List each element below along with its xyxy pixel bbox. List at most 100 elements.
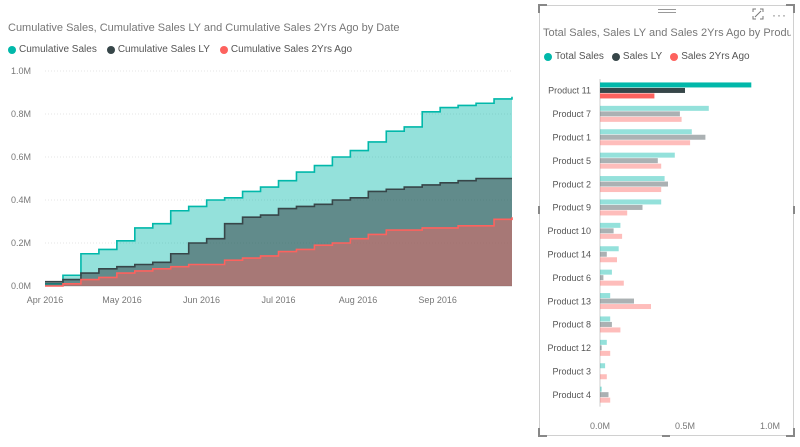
y-tick-label: 0.6M xyxy=(11,152,31,162)
y-tick-label: 0.4M xyxy=(11,195,31,205)
category-label[interactable]: Product 13 xyxy=(547,296,591,306)
series-area-1[interactable] xyxy=(45,178,512,287)
resize-handle[interactable] xyxy=(538,206,540,214)
category-label[interactable]: Product 3 xyxy=(552,367,591,377)
legend-item-cumulative-sales[interactable]: Cumulative Sales xyxy=(8,44,97,55)
category-label[interactable]: Product 11 xyxy=(548,86,591,96)
y-tick-label: 0.2M xyxy=(11,238,31,248)
legend-dot-icon xyxy=(611,52,620,61)
bar-product-11-0[interactable] xyxy=(600,82,752,88)
category-label[interactable]: Product 10 xyxy=(547,226,591,236)
bar-product-13-1[interactable] xyxy=(600,298,634,304)
cumulative-sales-visual[interactable]: Cumulative Sales, Cumulative Sales LY an… xyxy=(0,0,530,447)
category-label[interactable]: Product 6 xyxy=(552,273,591,283)
bar-product-5-2[interactable] xyxy=(600,163,662,169)
more-options-icon[interactable]: ··· xyxy=(772,8,787,22)
bar-product-5-0[interactable] xyxy=(600,152,675,158)
x-tick-label: Aug 2016 xyxy=(339,295,378,305)
legend-dot-icon xyxy=(670,52,679,61)
legend-label: Sales LY xyxy=(622,51,663,62)
resize-handle[interactable] xyxy=(786,428,795,437)
bar-product-13-2[interactable] xyxy=(600,304,651,310)
resize-handle[interactable] xyxy=(786,4,795,13)
category-label[interactable]: Product 2 xyxy=(552,179,591,189)
bar-product-12-0[interactable] xyxy=(600,339,607,345)
bar-product-6-0[interactable] xyxy=(600,269,612,275)
bar-product-8-1[interactable] xyxy=(600,321,612,327)
bar-product-9-1[interactable] xyxy=(600,204,643,210)
x-tick-label: Apr 2016 xyxy=(27,295,64,305)
legend-dot-icon xyxy=(106,45,115,54)
bar-product-5-1[interactable] xyxy=(600,158,658,164)
bar-product-4-2[interactable] xyxy=(600,397,611,403)
bar-product-12-1[interactable] xyxy=(600,345,602,351)
category-label[interactable]: Product 9 xyxy=(552,203,591,213)
category-label[interactable]: Product 1 xyxy=(552,133,591,143)
bar-product-3-0[interactable] xyxy=(600,363,606,369)
legend-label: Cumulative Sales xyxy=(19,44,97,55)
area-chart[interactable]: 0.0M 0.2M 0.4M 0.6M 0.8M 1.0M Apr 2016 May 2016… xyxy=(0,0,530,447)
legend-item-sales-ly[interactable]: Sales LY xyxy=(611,51,663,62)
category-label[interactable]: Product 7 xyxy=(552,109,591,119)
resize-handle[interactable] xyxy=(662,435,670,437)
bar-product-12-2[interactable] xyxy=(600,350,611,356)
visual-title: Total Sales, Sales LY and Sales 2Yrs Ago… xyxy=(543,27,791,39)
bar-product-14-0[interactable] xyxy=(600,246,619,252)
y-tick-label: 1.0M xyxy=(11,66,31,76)
bar-product-13-0[interactable] xyxy=(600,293,611,299)
category-label[interactable]: Product 12 xyxy=(547,343,591,353)
bar-product-6-2[interactable] xyxy=(600,280,624,286)
legend-item-sales-2yrs-ago[interactable]: Sales 2Yrs Ago xyxy=(670,51,750,62)
category-label[interactable]: Product 14 xyxy=(547,250,591,260)
legend-item-total-sales[interactable]: Total Sales xyxy=(544,51,604,62)
series-line-1[interactable] xyxy=(45,177,512,283)
product-sales-visual[interactable]: ··· Total Sales, Sales LY and Sales 2Yrs… xyxy=(538,4,795,437)
x-tick-label: 0.5M xyxy=(675,421,695,431)
resize-handle[interactable] xyxy=(793,206,795,214)
bar-product-10-1[interactable] xyxy=(600,228,614,234)
visual-title: Cumulative Sales, Cumulative Sales LY an… xyxy=(8,22,400,34)
bar-product-11-2[interactable] xyxy=(600,93,655,99)
x-tick-label: Sep 2016 xyxy=(418,295,457,305)
bar-product-10-0[interactable] xyxy=(600,222,621,228)
bar-product-8-0[interactable] xyxy=(600,316,611,322)
category-label[interactable]: Product 8 xyxy=(552,320,591,330)
bar-product-7-2[interactable] xyxy=(600,116,682,122)
bar-product-1-1[interactable] xyxy=(600,134,706,140)
resize-handle[interactable] xyxy=(538,4,547,13)
focus-mode-icon[interactable] xyxy=(752,8,764,23)
legend-item-cumulative-sales-2yrs-ago[interactable]: Cumulative Sales 2Yrs Ago xyxy=(219,44,353,55)
series-line-2[interactable] xyxy=(45,217,513,287)
bar-product-2-1[interactable] xyxy=(600,181,668,187)
bar-product-9-0[interactable] xyxy=(600,199,662,205)
bar-product-11-1[interactable] xyxy=(600,87,685,93)
series-line-0[interactable] xyxy=(45,96,513,285)
legend-dot-icon xyxy=(219,45,228,54)
bar-product-7-1[interactable] xyxy=(600,111,680,117)
bar-product-14-1[interactable] xyxy=(600,251,607,257)
legend-dot-icon xyxy=(544,52,552,61)
bar-product-8-2[interactable] xyxy=(600,327,621,333)
drag-grip-icon[interactable] xyxy=(658,9,676,15)
bar-product-10-2[interactable] xyxy=(600,233,623,239)
bar-product-1-2[interactable] xyxy=(600,140,691,146)
bar-product-2-0[interactable] xyxy=(600,176,665,182)
resize-handle[interactable] xyxy=(538,428,547,437)
bar-product-6-1[interactable] xyxy=(600,275,604,281)
bar-product-2-2[interactable] xyxy=(600,187,662,193)
legend-item-cumulative-sales-ly[interactable]: Cumulative Sales LY xyxy=(106,44,210,55)
x-tick-label: 0.0M xyxy=(590,421,610,431)
legend-label: Cumulative Sales 2Yrs Ago xyxy=(230,44,353,55)
bar-product-7-0[interactable] xyxy=(600,105,709,111)
category-label[interactable]: Product 5 xyxy=(552,156,591,166)
bar-product-4-0[interactable] xyxy=(600,386,602,392)
bar-product-3-2[interactable] xyxy=(600,374,607,380)
bar-product-14-2[interactable] xyxy=(600,257,617,263)
bar-chart[interactable]: Product 11 Product 7 Product 1 Product 5 Pro… xyxy=(540,6,793,435)
x-tick-label: May 2016 xyxy=(102,295,142,305)
bar-product-9-2[interactable] xyxy=(600,210,628,216)
category-label[interactable]: Product 4 xyxy=(552,390,591,400)
chart-legend: Total Sales Sales LY Sales 2Yrs Ago xyxy=(544,51,750,62)
bar-product-1-0[interactable] xyxy=(600,129,692,135)
bar-product-4-1[interactable] xyxy=(600,392,609,398)
